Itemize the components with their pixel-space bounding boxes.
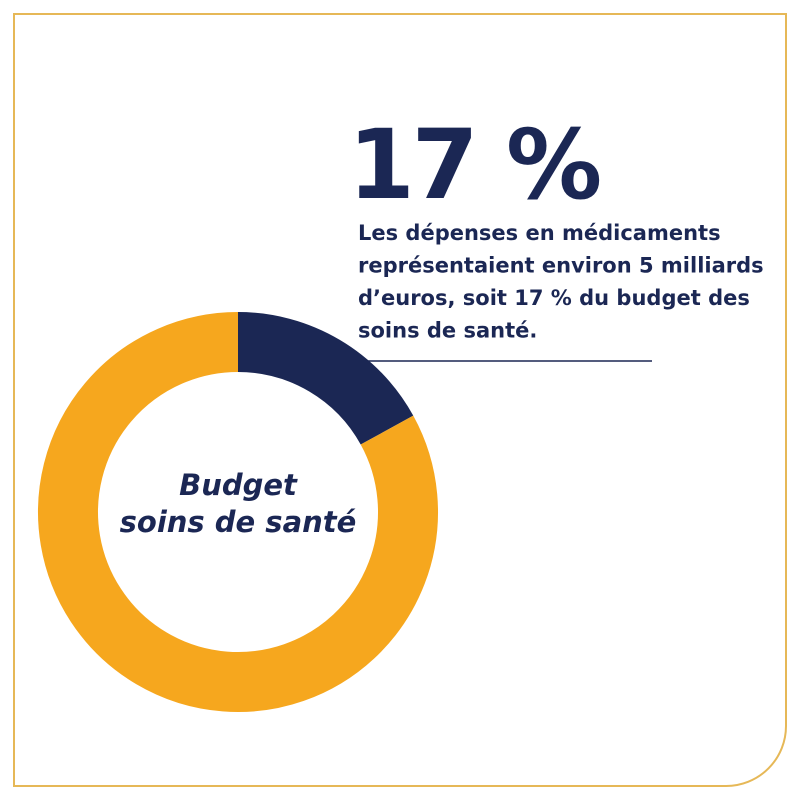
donut-segment	[38, 312, 438, 712]
description: Les dépenses en médicaments représentaien…	[358, 221, 764, 343]
headline: 17 %	[348, 109, 600, 221]
center-label-line: Budget	[179, 468, 298, 502]
donut	[38, 312, 438, 712]
center-label-line: soins de santé	[120, 505, 357, 539]
description-line: d’euros, soit 17 % du budget des	[358, 286, 750, 310]
description-line: soins de santé.	[358, 319, 537, 343]
description-line: représentaient environ 5 milliards	[358, 254, 764, 278]
description-line: Les dépenses en médicaments	[358, 221, 721, 245]
donut-segment	[237, 312, 414, 446]
frame	[13, 13, 787, 787]
